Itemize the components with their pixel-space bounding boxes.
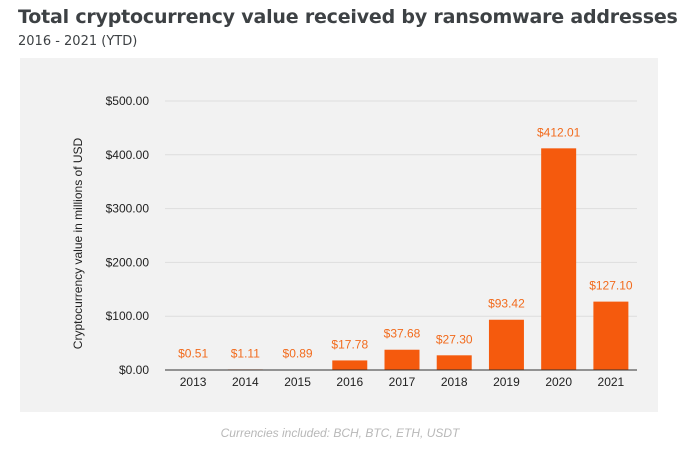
x-tick-label: 2021: [598, 375, 625, 389]
bar-2021: [593, 301, 629, 370]
bar-2017: [384, 349, 420, 370]
value-label-2021: $127.10: [589, 279, 633, 293]
bars: [175, 148, 629, 370]
y-tick-label: $200.00: [106, 255, 150, 269]
footnote: Currencies included: BCH, BTC, ETH, USDT: [220, 426, 460, 440]
chart-subtitle: 2016 - 2021 (YTD): [18, 34, 138, 49]
bar-2019: [488, 319, 524, 370]
value-label-2014: $1.11: [231, 346, 260, 360]
x-axis-ticks: 2013 2014 2015 2016 2017 2018 2019 2020 2021: [180, 375, 625, 389]
y-tick-label: $500.00: [106, 94, 150, 108]
x-tick-label: 2016: [336, 375, 363, 389]
bar-2020: [541, 148, 577, 370]
value-labels: $0.51 $1.11 $0.89 $17.78 $37.68 $27.30 $93.42 $…: [178, 125, 633, 360]
value-label-2020: $412.01: [537, 125, 581, 139]
chart-panel: $0.00 $100.00 $200.00 $300.00 $400.00 $500.00…: [20, 58, 658, 412]
chart-title: Total cryptocurrency value received by r…: [18, 6, 678, 28]
x-tick-label: 2015: [284, 375, 311, 389]
value-label-2019: $93.42: [488, 297, 525, 311]
x-tick-label: 2019: [493, 375, 520, 389]
x-tick-label: 2020: [545, 375, 572, 389]
y-axis-label: Cryptocurrency value in millions of USD: [71, 137, 85, 349]
bar-2018: [436, 355, 472, 370]
y-axis-ticks: $0.00 $100.00 $200.00 $300.00 $400.00 $500.00: [106, 94, 150, 377]
x-tick-label: 2014: [232, 375, 259, 389]
y-tick-label: $300.00: [106, 202, 150, 216]
bar-chart: $0.00 $100.00 $200.00 $300.00 $400.00 $500.00…: [71, 94, 637, 389]
y-tick-label: $100.00: [106, 309, 150, 323]
value-label-2013: $0.51: [178, 347, 208, 361]
x-tick-label: 2017: [389, 375, 416, 389]
value-label-2018: $27.30: [436, 332, 473, 346]
y-tick-label: $400.00: [106, 148, 150, 162]
value-label-2017: $37.68: [384, 327, 421, 341]
bar-2016: [332, 360, 368, 370]
value-label-2016: $17.78: [331, 337, 368, 351]
x-tick-label: 2013: [180, 375, 207, 389]
value-label-2015: $0.89: [283, 347, 313, 361]
y-tick-label: $0.00: [119, 363, 149, 377]
x-tick-label: 2018: [441, 375, 468, 389]
